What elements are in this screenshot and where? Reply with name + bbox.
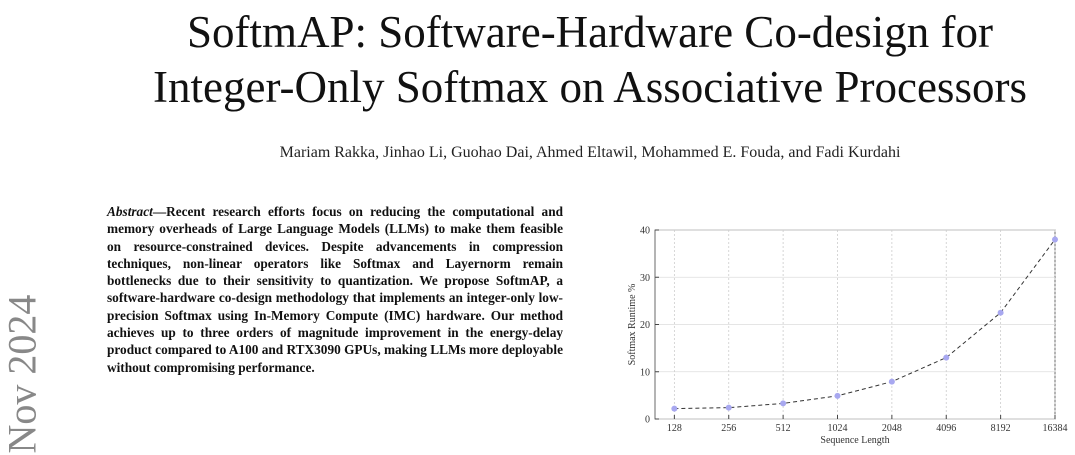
- data-point: [725, 404, 732, 411]
- y-tick-label: 0: [645, 415, 650, 426]
- x-tick-label: 16384: [1043, 423, 1068, 434]
- x-tick-label: 1024: [827, 423, 847, 434]
- data-point: [943, 354, 950, 361]
- data-line: [674, 239, 1056, 410]
- data-point: [780, 400, 787, 407]
- title-line: SoftmAP: Software-Hardware Co-design for: [186, 7, 994, 57]
- y-tick-label: 10: [640, 367, 650, 378]
- abstract-label: Abstract: [107, 204, 153, 219]
- authors: Mariam Rakka, Jinhao Li, Guohao Dai, Ahm…: [279, 144, 901, 161]
- abstract: Abstract—Recent research efforts focus o…: [107, 203, 563, 376]
- data-point: [1052, 236, 1058, 243]
- data-point: [888, 378, 895, 385]
- y-axis-label: Softmax Runtime %: [627, 284, 638, 366]
- y-tick-label: 30: [640, 273, 650, 284]
- y-tick-label: 40: [640, 226, 650, 237]
- x-tick-label: 8192: [991, 423, 1011, 434]
- x-tick-label: 256: [721, 423, 736, 434]
- x-tick-label: 512: [776, 423, 791, 434]
- abstract-text: —Recent research efforts focus on reduci…: [107, 204, 563, 375]
- x-tick-label: 2048: [882, 423, 902, 434]
- y-tick-label: 20: [640, 320, 650, 331]
- x-tick-label: 128: [667, 423, 682, 434]
- data-point: [671, 405, 678, 412]
- title-line: Integer-Only Softmax on Associative Proc…: [153, 62, 1027, 112]
- x-axis-label: Sequence Length: [820, 435, 889, 446]
- x-tick-label: 4096: [936, 423, 956, 434]
- data-point: [834, 392, 841, 399]
- data-point: [997, 309, 1004, 316]
